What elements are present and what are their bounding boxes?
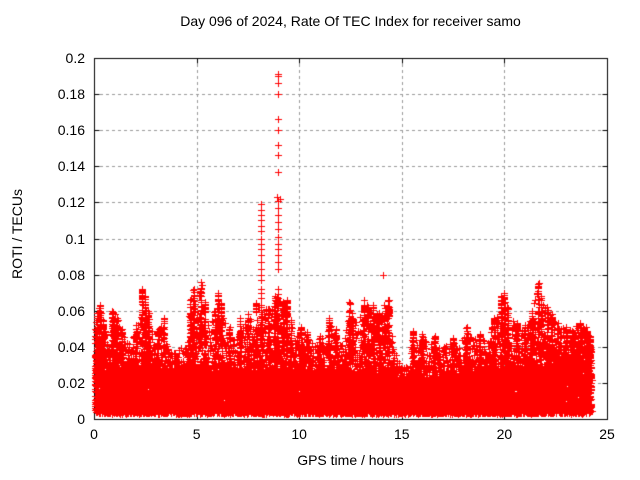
y-tick-label: 0.1 [65, 230, 85, 247]
x-axis-label: GPS time / hours [297, 452, 404, 468]
y-tick-label: 0.14 [57, 158, 85, 175]
y-tick-label: 0.06 [57, 302, 85, 319]
y-tick-label: 0.12 [57, 194, 85, 211]
y-tick-label: 0.08 [57, 266, 85, 283]
y-tick-label: 0.04 [57, 338, 85, 355]
x-tick-label: 10 [291, 426, 307, 442]
chart-title: Day 096 of 2024, Rate Of TEC Index for r… [180, 13, 521, 29]
x-tick-label: 25 [599, 426, 615, 442]
x-tick-label: 5 [192, 426, 201, 442]
x-tick-label: 15 [394, 426, 410, 442]
y-tick-label: 0.02 [57, 374, 85, 391]
x-tick-label: 0 [90, 426, 98, 442]
y-tick-label: 0.2 [65, 50, 85, 66]
y-tick-label: 0.16 [57, 122, 85, 139]
y-tick-label: 0 [77, 411, 85, 427]
x-tick-label: 20 [496, 426, 513, 442]
y-tick-label: 0.18 [57, 86, 85, 103]
